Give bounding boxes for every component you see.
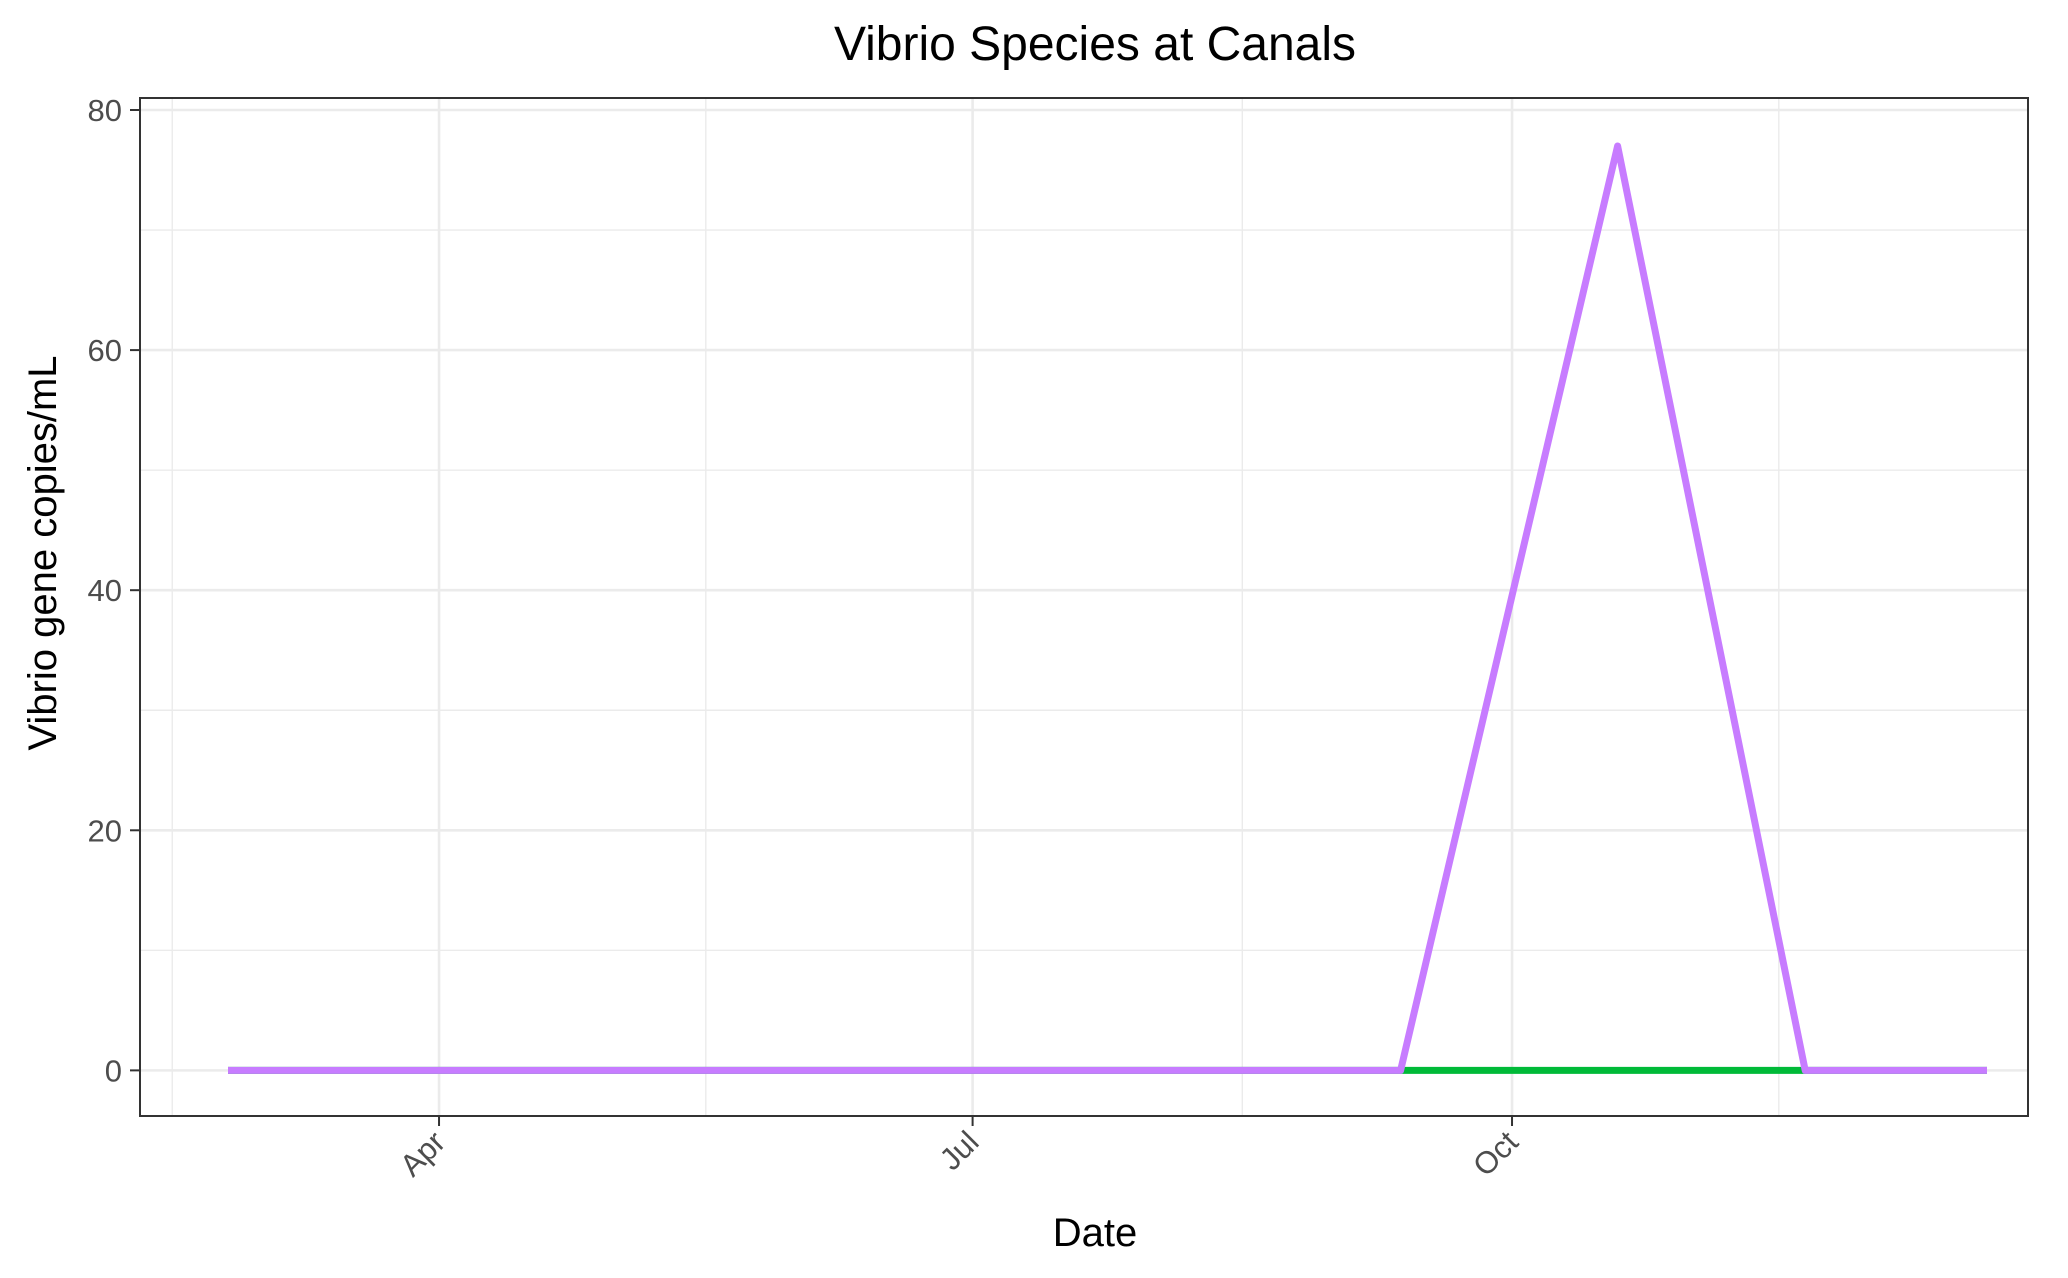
y-axis-title: Vibrio gene copies/mL (21, 355, 65, 750)
y-tick-label: 60 (88, 333, 122, 368)
y-tick-label: 0 (105, 1053, 122, 1088)
y-tick-label: 20 (88, 813, 122, 848)
series-layer (228, 142, 1987, 1074)
plot-panel-border (139, 97, 2029, 1117)
x-axis-title: Date (1053, 1211, 1138, 1255)
series-line-2 (228, 142, 1987, 1074)
y-tick-label: 80 (88, 93, 122, 128)
minor-gridlines (140, 98, 2028, 1116)
y-tick-label: 40 (88, 573, 122, 608)
chart-title: Vibrio Species at Canals (834, 18, 1356, 71)
